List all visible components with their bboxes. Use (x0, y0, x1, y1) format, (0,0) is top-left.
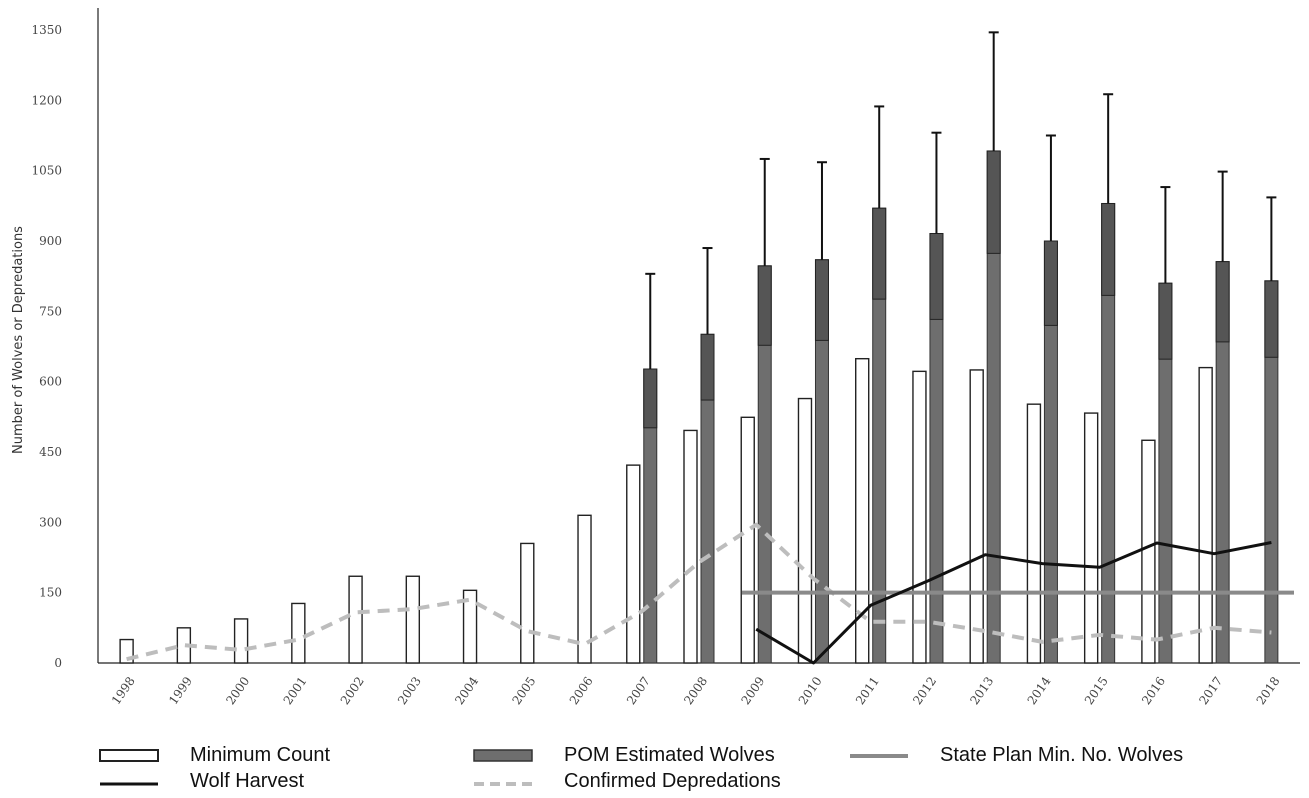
bars (119, 31, 1279, 664)
y-tick-label: 750 (39, 304, 62, 318)
legend-label-minimum-count: Minimum Count (190, 744, 331, 766)
legend-swatch-wolf-harvest (100, 782, 158, 785)
y-axis-label: Number of Wolves or Depredations (11, 226, 26, 454)
bar-pom-upper-band (1215, 261, 1230, 343)
legend-swatch-minimum-count (99, 748, 159, 762)
legend-label-confirmed-depredations: Confirmed Depredations (564, 770, 781, 792)
bar-minimum-count (577, 514, 592, 664)
legend-label-state-plan: State Plan Min. No. Wolves (940, 744, 1184, 766)
bar-pom-upper-band (929, 232, 944, 320)
line-wolf-harvest (755, 541, 1272, 665)
bar-minimum-count (740, 416, 755, 664)
legend-label-pom-estimated-wolves: POM Estimated Wolves (564, 744, 775, 766)
legend: Minimum Count POM Estimated Wolves State… (0, 736, 1309, 798)
bar-minimum-count (291, 602, 306, 664)
x-tick-label: 2012 (910, 674, 939, 707)
bar-pom-upper-band (1264, 280, 1279, 358)
legend-item-minimum-count: Minimum Count (96, 744, 330, 767)
x-tick-label: 2005 (510, 674, 539, 707)
legend-item-pom-estimated-wolves: POM Estimated Wolves (470, 744, 775, 767)
lines (126, 522, 1294, 665)
bar-pom-upper-band (872, 207, 887, 300)
bar-minimum-count (912, 370, 927, 664)
bar-pom-upper-band (1043, 240, 1058, 326)
x-tick-label: 2002 (338, 674, 367, 707)
line-confirmed-depredations (126, 522, 1272, 662)
bar-minimum-count (520, 542, 535, 664)
bar-minimum-count (855, 357, 870, 664)
x-tick-label: 2014 (1025, 674, 1054, 707)
x-tick-label: 2018 (1254, 674, 1283, 707)
x-tick-label: 2006 (567, 674, 596, 707)
x-tick-label: 2008 (681, 674, 710, 707)
x-tick-label: 2009 (738, 674, 767, 707)
legend-swatch-pom-estimated-wolves (473, 748, 533, 762)
y-axis: 0 150 300 450 600 750 900 1050 1200 1350 (31, 8, 99, 670)
x-tick-label: 2000 (223, 674, 252, 707)
y-tick-label: 1350 (31, 23, 62, 37)
y-tick-label: 0 (54, 656, 62, 670)
bar-pom-upper-band (1158, 282, 1173, 360)
bar-pom-upper-band (700, 333, 715, 401)
bar-minimum-count (1083, 412, 1099, 664)
bar-minimum-count (1141, 439, 1156, 664)
x-tick-label: 2016 (1139, 674, 1168, 707)
bar-minimum-count (626, 464, 641, 664)
legend-swatch-state-plan (850, 753, 908, 758)
y-tick-label: 900 (39, 234, 62, 248)
x-tick-label: 2015 (1082, 674, 1111, 707)
bar-minimum-count (969, 369, 984, 664)
x-tick-label: 2001 (281, 674, 310, 707)
bar-pom-upper-band (1101, 202, 1116, 296)
legend-swatch-confirmed-depredations (474, 781, 532, 786)
x-tick-label: 2017 (1196, 674, 1225, 707)
bar-minimum-count (233, 618, 249, 664)
bar-minimum-count (1198, 366, 1213, 664)
chart: 0 150 300 450 600 750 900 1050 1200 1350 1998 1999… (11, 8, 1300, 707)
bar-minimum-count (405, 575, 421, 664)
y-tick-label: 300 (39, 515, 62, 529)
bar-pom-upper-band (986, 150, 1001, 254)
bar-pom-upper-band (643, 368, 658, 429)
x-tick-label: 2010 (796, 674, 825, 707)
legend-item-state-plan: State Plan Min. No. Wolves (846, 744, 1183, 767)
bar-minimum-count (462, 589, 478, 664)
bar-minimum-count (797, 397, 813, 664)
y-tick-label: 600 (39, 375, 62, 389)
x-tick-label: 2004 (452, 674, 481, 707)
bar-pom-upper-band (757, 265, 772, 346)
x-axis: 1998 1999 2000 2001 2002 2003 2004 2005 2006 2007… (98, 662, 1300, 707)
bar-minimum-count (683, 429, 698, 664)
x-tick-label: 1998 (109, 674, 138, 707)
y-tick-label: 1200 (31, 93, 62, 107)
bar-pom-upper-band (814, 259, 829, 341)
legend-item-confirmed-depredations: Confirmed Depredations (470, 770, 781, 793)
legend-label-wolf-harvest: Wolf Harvest (190, 770, 305, 792)
x-tick-label: 2011 (853, 674, 882, 707)
y-tick-label: 1050 (31, 164, 62, 178)
bar-minimum-count (348, 575, 363, 664)
x-tick-label: 2003 (395, 674, 424, 707)
y-tick-label: 450 (39, 445, 62, 459)
x-tick-label: 2013 (967, 674, 996, 707)
x-tick-label: 1999 (166, 674, 195, 707)
x-tick-label: 2007 (624, 674, 653, 707)
y-tick-label: 150 (39, 586, 62, 600)
legend-item-wolf-harvest: Wolf Harvest (96, 770, 304, 793)
bar-minimum-count (1026, 403, 1042, 664)
